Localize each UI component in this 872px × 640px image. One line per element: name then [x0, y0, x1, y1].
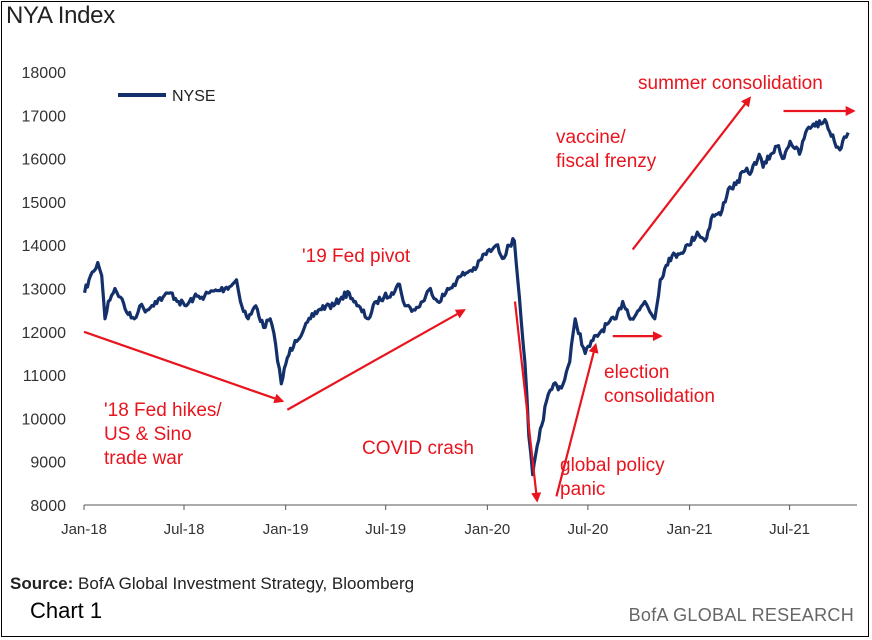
annotation-label: US & Sino [104, 424, 192, 445]
annotation-arrow [83, 330, 285, 404]
y-tick-label: 13000 [22, 282, 67, 299]
annotation-label: '19 Fed pivot [302, 246, 411, 267]
source-label: Source: [10, 574, 74, 593]
x-tick-label: Jul-20 [567, 521, 608, 538]
source-note: Source: BofA Global Investment Strategy,… [10, 574, 414, 594]
annotation-label: consolidation [604, 386, 715, 407]
annotation-label: vaccine/ [556, 127, 626, 148]
annotation-arrow [286, 309, 466, 411]
series-line-nyse [83, 118, 850, 477]
x-tick-label: Jan-21 [667, 521, 713, 538]
y-tick-label: 12000 [22, 325, 67, 342]
legend-label: NYSE [172, 88, 216, 105]
annotation-label: election [604, 362, 670, 383]
x-tick-label: Jan-18 [61, 521, 107, 538]
annotation-label: panic [560, 479, 605, 500]
chart-axes: Jan-18 Jul-18 Jan-19 Jul-19 Jan-20 Jul-20 Jan-… [22, 65, 857, 538]
chart-series [83, 118, 850, 477]
y-tick-label: 11000 [23, 368, 66, 385]
y-tick-label: 10000 [22, 411, 67, 428]
x-tick-label: Jul-18 [164, 521, 205, 538]
annotation-label: summer consolidation [638, 73, 823, 94]
annotation-label: global policy [560, 455, 665, 476]
chart-number: Chart 1 [30, 598, 103, 623]
annotation-label: '18 Fed hikes/ [104, 400, 222, 421]
chart-legend: NYSE [118, 88, 216, 105]
x-tick-label: Jan-20 [464, 521, 510, 538]
annotation-arrow [631, 96, 752, 251]
annotation-label: fiscal frenzy [556, 151, 657, 172]
annotation-arrow [513, 301, 542, 503]
x-tick-label: Jan-19 [263, 521, 309, 538]
annotation-arrow [555, 342, 599, 497]
brand-logo-text: BofA GLOBAL RESEARCH [628, 605, 854, 625]
y-tick-label: 16000 [22, 152, 67, 169]
chart-annotations: '18 Fed hikes/US & Sino trade war '19 Fed … [83, 73, 856, 503]
y-tick-label: 14000 [22, 238, 67, 255]
y-tick-label: 8000 [30, 498, 66, 515]
y-tick-label: 9000 [30, 455, 66, 472]
y-tick-label: 18000 [22, 65, 67, 82]
annotation-label: COVID crash [362, 438, 474, 459]
chart-title: NYA Index [6, 2, 115, 29]
y-tick-label: 17000 [22, 108, 67, 125]
y-tick-label: 15000 [22, 195, 67, 212]
x-tick-label: Jul-21 [769, 521, 810, 538]
source-text: BofA Global Investment Strategy, Bloombe… [78, 574, 415, 593]
annotation-label: trade war [104, 448, 184, 469]
x-tick-label: Jul-19 [365, 521, 406, 538]
